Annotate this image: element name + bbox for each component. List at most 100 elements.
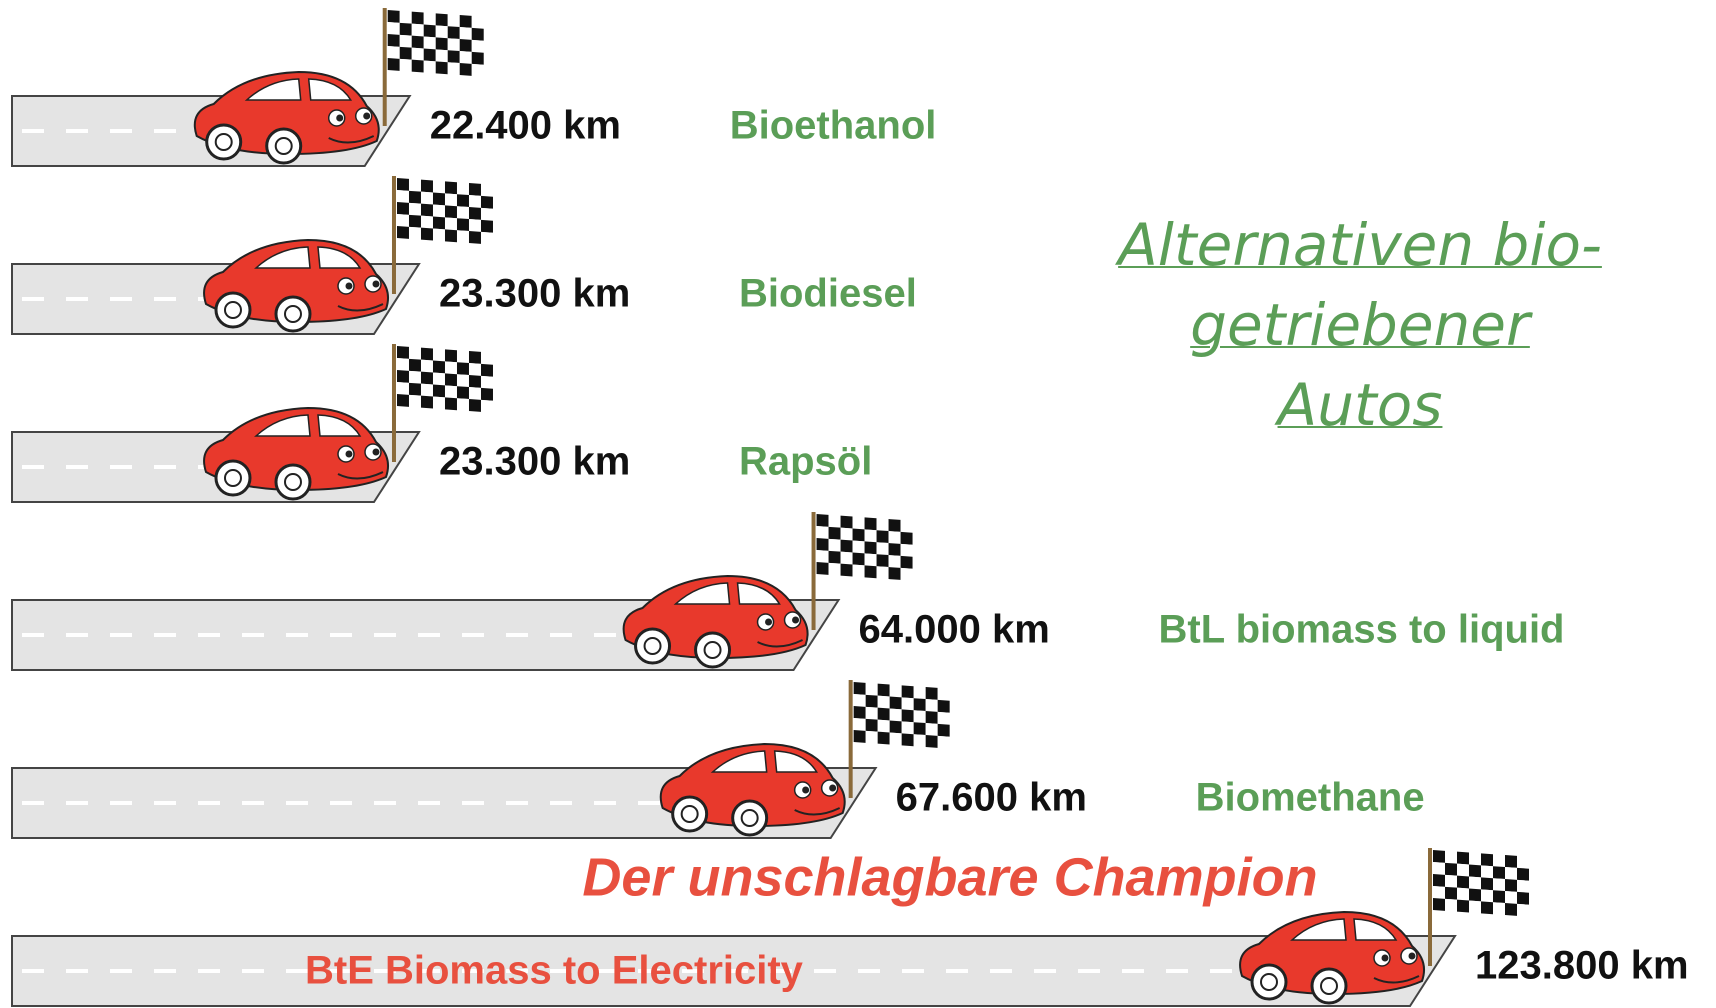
car-hub (1321, 978, 1337, 994)
flag-square (388, 46, 400, 59)
flag-square (854, 718, 866, 731)
flag-square (890, 697, 902, 710)
flag-square (433, 397, 445, 410)
flag-square (890, 733, 902, 746)
flag-square (1493, 854, 1505, 867)
flag-square (421, 372, 433, 385)
flag-square (460, 27, 472, 40)
flag-square (1505, 903, 1517, 916)
flag-square (412, 24, 424, 37)
flag-square (409, 203, 421, 216)
flag-square (481, 352, 493, 365)
flag-square (460, 15, 472, 28)
flag-square (1493, 902, 1505, 915)
flag-square (853, 541, 865, 554)
flag-square (926, 687, 938, 700)
flag-square (436, 25, 448, 38)
value-label: 123.800 km (1475, 944, 1689, 988)
flag-square (1445, 887, 1457, 900)
flag-square (926, 699, 938, 712)
car-pupil (765, 619, 772, 626)
flag-square (421, 396, 433, 409)
flag-square (397, 226, 409, 239)
flag-square (914, 722, 926, 735)
flag-square (424, 61, 436, 74)
flag-square (817, 538, 829, 551)
flag-square (472, 16, 484, 29)
flag-square (433, 193, 445, 206)
car-pupil (345, 451, 352, 458)
flag-square (853, 517, 865, 530)
chart: 22.400 kmBioethanol23.300 kmBiodiesel23.… (0, 0, 1716, 1008)
flag-square (901, 544, 913, 557)
flag-square (388, 58, 400, 71)
flag-square (433, 349, 445, 362)
flag-square (457, 398, 469, 411)
flag-square (445, 397, 457, 410)
flag-square (481, 400, 493, 413)
flag-square (865, 565, 877, 578)
flag-square (481, 232, 493, 245)
flag-square (1517, 856, 1529, 869)
flag-square (445, 373, 457, 386)
car (195, 72, 379, 163)
flag-square (1445, 875, 1457, 888)
flag-square (878, 732, 890, 745)
flag-square (841, 516, 853, 529)
flag-square (890, 685, 902, 698)
flag-square (853, 553, 865, 566)
flag-square (866, 707, 878, 720)
flag-square (445, 181, 457, 194)
flag-square (866, 695, 878, 708)
flag-square (400, 11, 412, 24)
car-hub (225, 470, 241, 486)
flag-square (841, 552, 853, 565)
car-pupil (792, 617, 799, 624)
flag-square (433, 385, 445, 398)
flag-square (938, 700, 950, 713)
flag-square (1469, 877, 1481, 890)
flag-square (397, 214, 409, 227)
flag-square (472, 28, 484, 41)
flag-square (388, 34, 400, 47)
flag-square (817, 514, 829, 527)
flag-square (412, 60, 424, 73)
flag-square (436, 13, 448, 26)
flag-square (938, 724, 950, 737)
flag-square (433, 217, 445, 230)
flag-square (448, 50, 460, 63)
flag-square (445, 205, 457, 218)
car-pupil (372, 449, 379, 456)
flag-square (1481, 889, 1493, 902)
flag-square (472, 52, 484, 65)
flag-square (1505, 855, 1517, 868)
flag-square (457, 182, 469, 195)
flag-square (877, 554, 889, 567)
flag-square (1445, 863, 1457, 876)
flag-square (436, 37, 448, 50)
flag-square (481, 184, 493, 197)
flag-square (424, 13, 436, 26)
flag-square (421, 180, 433, 193)
category-label: BtL biomass to liquid (1159, 608, 1565, 652)
flag-square (400, 35, 412, 48)
car-hub (225, 302, 241, 318)
flag-square (878, 684, 890, 697)
flag-square (409, 383, 421, 396)
flag-square (1481, 865, 1493, 878)
flag-square (1433, 898, 1445, 911)
flag-square (901, 520, 913, 533)
flag-square (914, 698, 926, 711)
flag-square (469, 399, 481, 412)
flag-square (902, 685, 914, 698)
flag-square (469, 351, 481, 364)
flag-square (457, 362, 469, 375)
flag-square (1493, 866, 1505, 879)
flag-square (457, 350, 469, 363)
flag-square (397, 370, 409, 383)
flag-square (866, 731, 878, 744)
flag-square (878, 696, 890, 709)
car-hub (682, 806, 698, 822)
flag-square (445, 217, 457, 230)
flag-square (853, 565, 865, 578)
